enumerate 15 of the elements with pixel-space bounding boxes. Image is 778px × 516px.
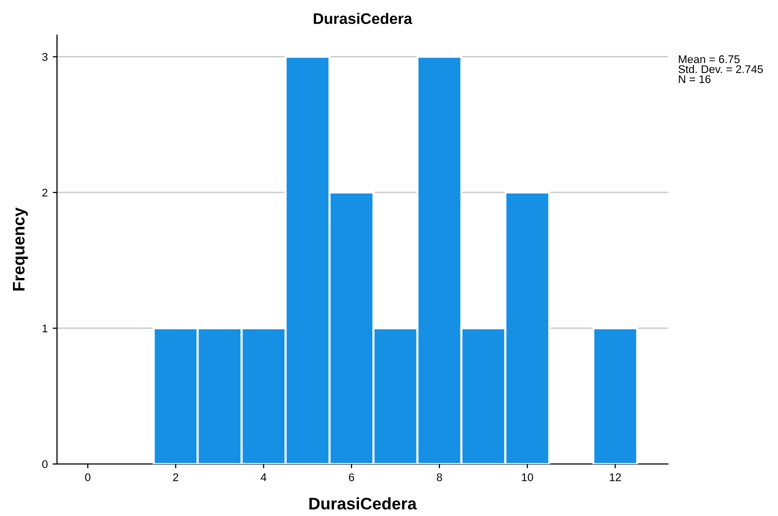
- text: Mean = 6.75 Std. Dev. = 2.745 N = 16: [678, 55, 763, 84]
- x-tick-label: 0: [85, 473, 90, 482]
- x-tick-label: 6: [348, 473, 354, 482]
- y-tick-label: 2: [42, 188, 48, 197]
- x-tick-label: 12: [610, 473, 621, 482]
- chart-title: DurasiCedera: [314, 12, 412, 24]
- x-axis-title: DurasiCedera: [309, 497, 417, 510]
- x-tick-label: 2: [173, 473, 178, 482]
- y-axis-title: Frequency: [12, 207, 28, 291]
- y-tick-label: 1: [42, 324, 48, 332]
- x-tick-label: 4: [260, 473, 266, 482]
- y-tick-label: 0: [42, 460, 48, 468]
- x-tick-label: 10: [522, 473, 534, 482]
- y-tick-label: 3: [42, 52, 48, 61]
- x-tick-label: 8: [436, 473, 442, 482]
